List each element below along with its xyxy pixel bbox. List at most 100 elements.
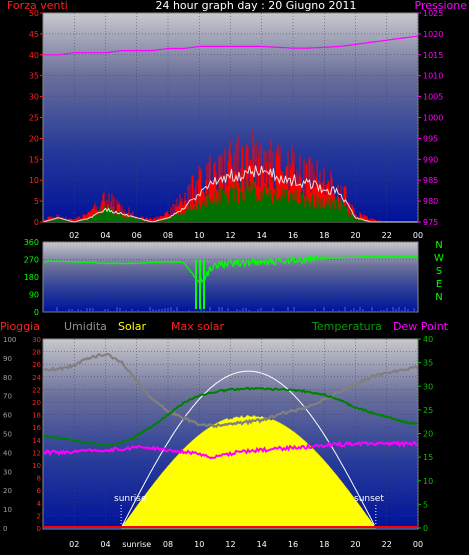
rain-tick-label: 8 — [37, 475, 41, 483]
rain-tick-label: 16 — [32, 424, 41, 432]
rain-tick-label: 28 — [32, 349, 41, 357]
pressure-tick-label: 1005 — [423, 93, 443, 102]
pressure-tick-label: 975 — [423, 218, 438, 227]
temperature-tick-label: 10 — [423, 477, 433, 486]
temperature-tick-label: 5 — [423, 500, 428, 509]
climate-time-tick-label: 10 — [194, 540, 204, 549]
rain-tick-label: 12 — [32, 449, 41, 457]
rain-tick-label: 10 — [32, 462, 41, 470]
compass-label: W — [434, 253, 444, 264]
wind-tick-label: 15 — [29, 155, 39, 164]
climate-time-tick-label: 02 — [69, 540, 79, 549]
direction-tick-label: 270 — [24, 256, 39, 265]
temperature-axis-ticks: 0 5 10 15 20 25 30 35 40 — [418, 335, 433, 533]
climate-time-tick-label: 00 — [413, 540, 423, 549]
humidity-tick-label: 80 — [3, 374, 12, 382]
dew-point-label: Dew Point — [393, 320, 449, 333]
chart-title: 24 hour graph day : 20 Giugno 2011 — [155, 0, 356, 12]
wind-time-tick-label: 16 — [288, 231, 298, 240]
humidity-tick-label: 40 — [3, 449, 12, 457]
sunset-marker-label: sunset — [354, 494, 384, 504]
climate-panel-time-ticks: 02 04 sunrise 08 10 12 14 16 18 20 22 00 — [69, 540, 423, 549]
wind-tick-label: 20 — [29, 134, 39, 143]
pressure-tick-label: 1020 — [423, 30, 443, 39]
temperature-series — [43, 386, 418, 447]
wind-axis-label: Forza venti — [7, 0, 68, 12]
solar-label: Solar — [118, 320, 147, 333]
direction-tick-label: 360 — [24, 238, 39, 247]
rain-tick-label: 18 — [32, 412, 41, 420]
temperature-tick-label: 20 — [423, 430, 433, 439]
rain-tick-label: 22 — [32, 386, 41, 394]
wind-time-tick-label: 08 — [163, 231, 173, 240]
wind-direction-series — [43, 253, 419, 284]
wind-tick-label: 10 — [29, 176, 39, 185]
humidity-tick-label: 10 — [3, 506, 12, 514]
direction-tick-label: 180 — [24, 273, 39, 282]
rain-tick-label: 24 — [32, 374, 41, 382]
dew-point-series — [43, 440, 418, 460]
climate-time-tick-label: 08 — [163, 540, 173, 549]
wind-tick-label: 25 — [29, 114, 39, 123]
humidity-series — [43, 352, 419, 429]
direction-tick-label: 0 — [34, 308, 39, 317]
climate-time-tick-label: 20 — [350, 540, 360, 549]
temperature-tick-label: 15 — [423, 453, 433, 462]
wind-axis-ticks: 0 5 10 15 20 25 30 35 40 45 50 — [29, 9, 43, 227]
pressure-axis-ticks: 975 980 985 990 995 1000 1005 1010 1015 1020 1025 — [418, 9, 443, 227]
humidity-tick-label: 50 — [3, 431, 12, 439]
pressure-tick-label: 990 — [423, 155, 438, 164]
direction-calm-marks — [56, 307, 415, 311]
pressure-tick-label: 980 — [423, 197, 438, 206]
climate-time-tick-label: 18 — [319, 540, 329, 549]
climate-time-tick-label: 12 — [225, 540, 235, 549]
solar-area — [120, 414, 377, 529]
wind-tick-label: 40 — [29, 51, 39, 60]
climate-time-tick-label: 04 — [100, 540, 110, 549]
wind-average-series — [49, 178, 365, 222]
temperature-label: Temperatura — [311, 320, 382, 333]
humidity-tick-label: 100 — [3, 336, 16, 344]
rain-tick-label: 26 — [32, 361, 41, 369]
direction-panel-series — [43, 253, 419, 311]
humidity-label: Umidita — [64, 320, 107, 333]
rain-tick-label: 30 — [32, 336, 41, 344]
wind-tick-label: 0 — [34, 218, 39, 227]
wind-tick-label: 45 — [29, 30, 39, 39]
pressure-tick-label: 1015 — [423, 51, 443, 60]
wind-panel-series — [43, 35, 419, 223]
climate-time-tick-label: sunrise — [122, 540, 151, 549]
humidity-tick-label: 20 — [3, 487, 12, 495]
pressure-axis-label: Pressione — [415, 0, 468, 12]
direction-tick-label: 90 — [29, 291, 39, 300]
rain-label: Pioggia — [0, 320, 40, 333]
rain-tick-label: 6 — [37, 487, 42, 495]
rain-tick-label: 4 — [37, 500, 42, 508]
wind-time-tick-label: 06 — [132, 231, 142, 240]
wind-gust-series — [43, 165, 418, 223]
wind-time-tick-label: 20 — [350, 231, 360, 240]
temperature-tick-label: 35 — [423, 359, 433, 368]
rain-tick-label: 14 — [32, 437, 41, 445]
climate-panel-grid — [43, 339, 419, 528]
pressure-tick-label: 1010 — [423, 72, 443, 81]
rain-tick-label: 0 — [37, 525, 41, 533]
pressure-tick-label: 1000 — [423, 114, 443, 123]
wind-time-tick-label: 14 — [257, 231, 267, 240]
max-solar-curve — [120, 370, 375, 529]
pressure-series — [44, 35, 419, 56]
temperature-tick-label: 30 — [423, 382, 433, 391]
wind-time-tick-label: 10 — [194, 231, 204, 240]
temperature-tick-label: 0 — [423, 524, 428, 533]
rain-tick-label: 20 — [32, 399, 41, 407]
compass-label: S — [436, 266, 442, 277]
temperature-tick-label: 40 — [423, 335, 433, 344]
humidity-tick-label: 0 — [3, 525, 7, 533]
climate-time-tick-label: 16 — [288, 540, 298, 549]
wind-tick-label: 35 — [29, 72, 39, 81]
pressure-tick-label: 985 — [423, 176, 438, 185]
wind-time-tick-label: 12 — [225, 231, 235, 240]
